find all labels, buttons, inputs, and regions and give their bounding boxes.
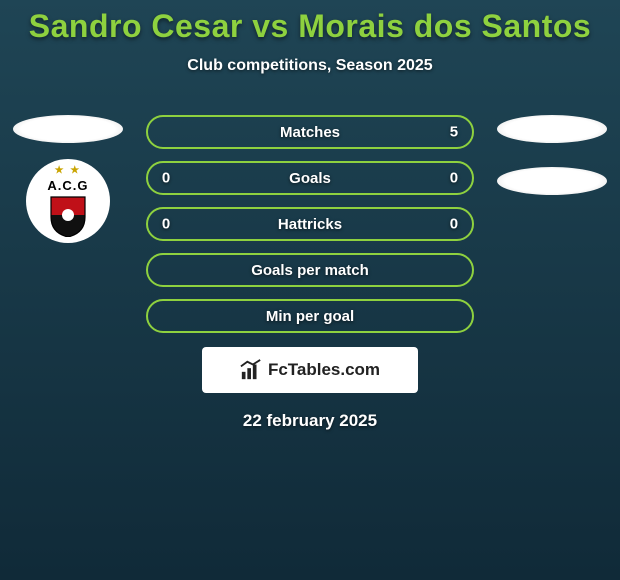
stat-row-matches: Matches 5 — [146, 115, 474, 149]
badge-text: A.C.G — [47, 178, 88, 193]
left-player-column: ★ ★ A.C.G — [10, 115, 126, 243]
page-title: Sandro Cesar vs Morais dos Santos — [0, 8, 620, 45]
stat-label: Goals per match — [251, 262, 369, 279]
content-row: ★ ★ A.C.G Matches 5 — [0, 115, 620, 333]
comparison-card: Sandro Cesar vs Morais dos Santos Club c… — [0, 0, 620, 431]
stat-right-value: 0 — [450, 170, 458, 187]
stats-column: Matches 5 0 Goals 0 0 Hattricks 0 Goals … — [146, 115, 474, 333]
left-player-photo-placeholder — [13, 115, 123, 143]
stat-right-value: 5 — [450, 124, 458, 141]
badge-stars: ★ ★ — [47, 165, 88, 176]
stat-row-goals-per-match: Goals per match — [146, 253, 474, 287]
stat-label: Min per goal — [266, 308, 354, 325]
page-subtitle: Club competitions, Season 2025 — [0, 57, 620, 75]
branding-text: FcTables.com — [268, 360, 380, 380]
stat-row-hattricks: 0 Hattricks 0 — [146, 207, 474, 241]
stat-label: Hattricks — [278, 216, 342, 233]
right-player-column — [494, 115, 610, 195]
badge-shield-icon — [49, 195, 87, 237]
stat-right-value: 0 — [450, 216, 458, 233]
left-club-badge: ★ ★ A.C.G — [26, 159, 110, 243]
stat-left-value: 0 — [162, 216, 170, 233]
stat-row-min-per-goal: Min per goal — [146, 299, 474, 333]
branding-box: FcTables.com — [202, 347, 418, 393]
stat-label: Matches — [280, 124, 340, 141]
stat-label: Goals — [289, 170, 331, 187]
right-player-photo-placeholder-2 — [497, 167, 607, 195]
stat-left-value: 0 — [162, 170, 170, 187]
stat-row-goals: 0 Goals 0 — [146, 161, 474, 195]
right-player-photo-placeholder-1 — [497, 115, 607, 143]
bar-chart-icon — [240, 359, 262, 381]
badge-inner: ★ ★ A.C.G — [47, 165, 88, 237]
footer-date: 22 february 2025 — [0, 411, 620, 431]
